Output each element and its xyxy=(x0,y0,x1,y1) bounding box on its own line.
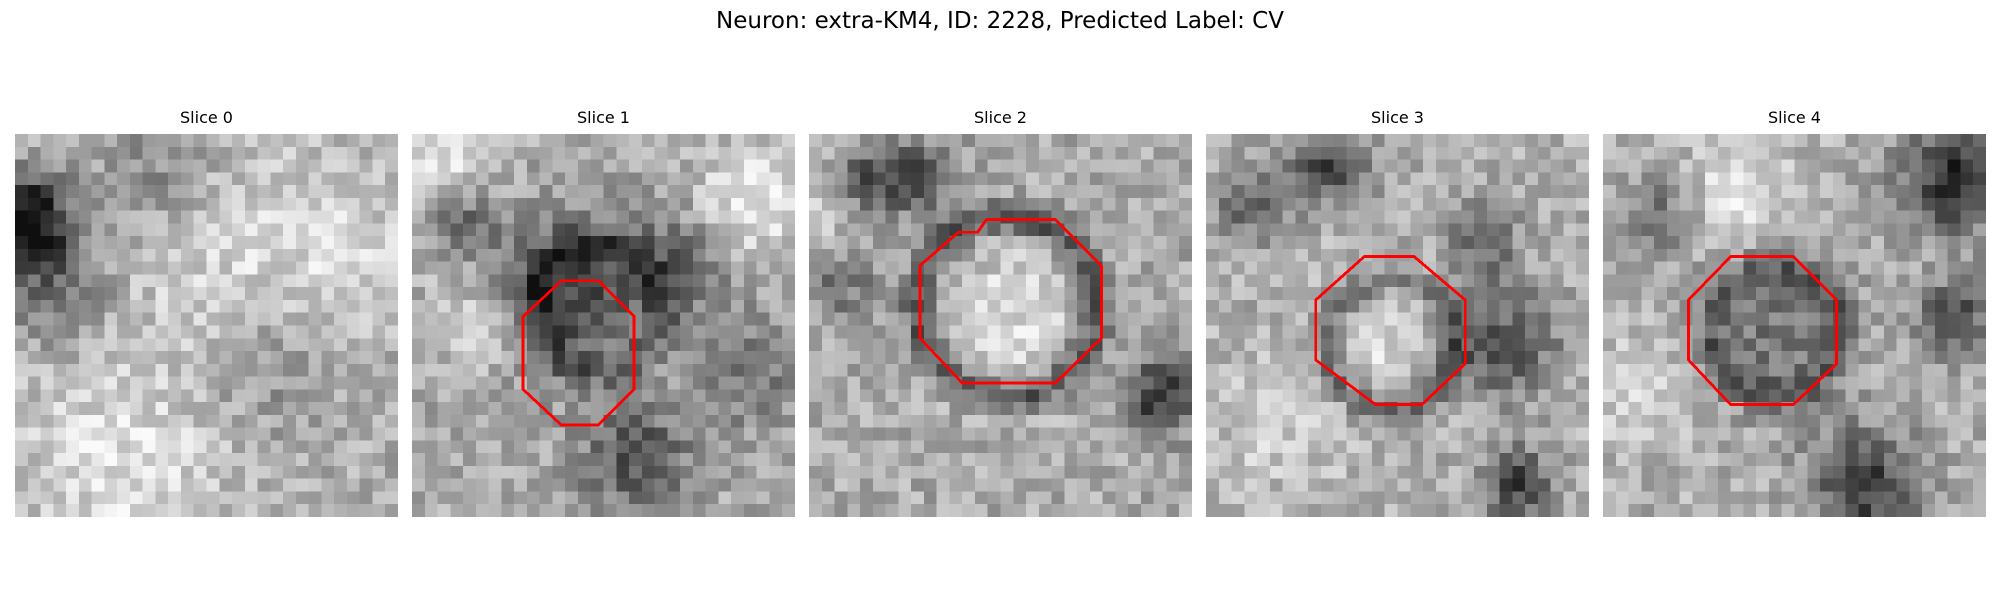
roi-outline-1 xyxy=(521,279,636,427)
slice-image-0 xyxy=(15,134,398,517)
slice-image-4 xyxy=(1603,134,1986,517)
slice-title-1: Slice 1 xyxy=(577,108,630,127)
slice-title-3: Slice 3 xyxy=(1371,108,1424,127)
slice-image-2 xyxy=(809,134,1192,517)
slice-image-3 xyxy=(1206,134,1589,517)
slice-image-1 xyxy=(412,134,795,517)
slice-title-2: Slice 2 xyxy=(974,108,1027,127)
roi-outline-4 xyxy=(1687,255,1839,407)
slice-title-0: Slice 0 xyxy=(180,108,233,127)
slice-title-4: Slice 4 xyxy=(1768,108,1821,127)
figure-title: Neuron: extra-KM4, ID: 2228, Predicted L… xyxy=(716,8,1284,34)
roi-outline-2 xyxy=(918,218,1103,385)
roi-outline-3 xyxy=(1314,255,1467,407)
